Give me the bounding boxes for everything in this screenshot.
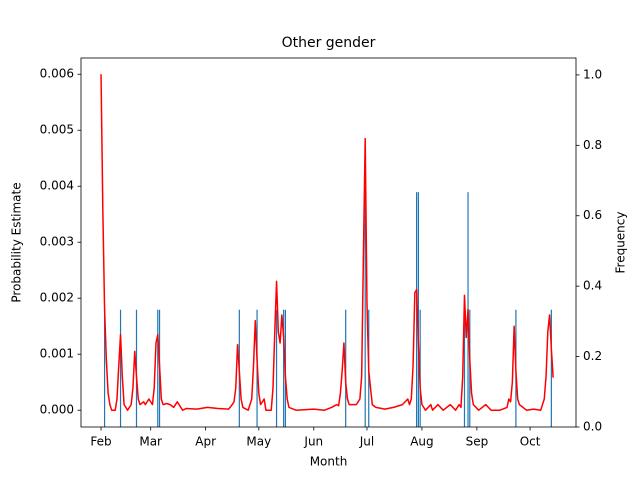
y2-tick-label: 0.8 [583, 138, 602, 152]
y2-tick-label: 0.0 [583, 420, 602, 434]
y2-tick-label: 0.4 [583, 279, 602, 293]
x-tick-label: Apr [195, 435, 216, 449]
x-tick-label: Sep [466, 435, 489, 449]
y-tick-label: 0.000 [40, 403, 74, 417]
x-tick-label: Aug [410, 435, 433, 449]
x-tick-label: May [246, 435, 271, 449]
bar [419, 309, 421, 427]
x-tick-label: Jul [359, 435, 374, 449]
bar [275, 309, 278, 427]
y2-tick-label: 0.6 [583, 208, 602, 222]
x-tick-label: Mar [139, 435, 162, 449]
y-tick-label: 0.002 [40, 291, 74, 305]
bar [119, 309, 122, 427]
y-tick-label: 0.005 [40, 123, 74, 137]
chart-title: Other gender [282, 35, 376, 51]
x-tick-label: Feb [90, 435, 111, 449]
bar [550, 309, 552, 427]
line [100, 74, 554, 411]
y-tick-label: 0.003 [40, 235, 74, 249]
bar [364, 192, 366, 427]
x-tick-label: Oct [520, 435, 541, 449]
y2-tick-label: 0.2 [583, 349, 602, 363]
bar [463, 309, 466, 427]
y2-axis-label: Frequency [614, 212, 628, 274]
x-tick-label: Jun [303, 435, 323, 449]
y-tick-label: 0.006 [40, 67, 74, 81]
y2-tick-label: 1.0 [583, 67, 602, 81]
bar [103, 309, 106, 427]
bar [157, 309, 159, 427]
bar [417, 192, 419, 427]
y-tick-label: 0.001 [40, 347, 74, 361]
bar [283, 309, 285, 427]
y-tick-label: 0.004 [40, 179, 74, 193]
x-axis-label: Month [310, 455, 348, 469]
y-axis-label: Probability Estimate [10, 182, 24, 302]
